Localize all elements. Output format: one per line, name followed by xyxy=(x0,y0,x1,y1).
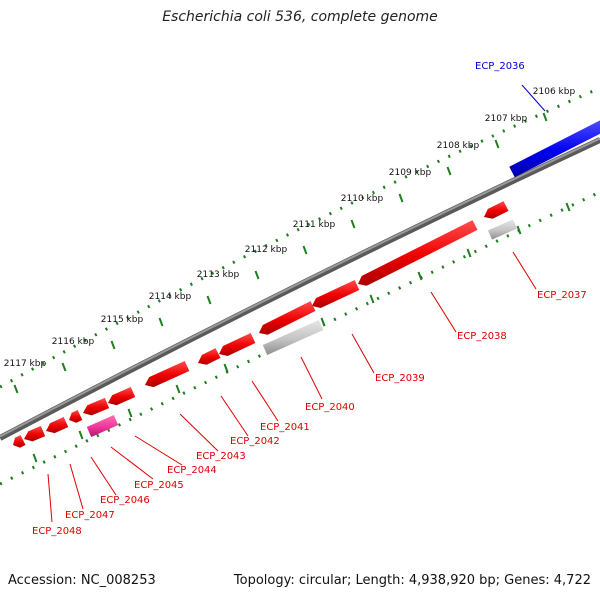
scale-tick xyxy=(206,295,212,305)
scale-tick xyxy=(542,112,548,122)
gene-label-ecp-2045[interactable]: ECP_2045 xyxy=(134,480,184,491)
gene-label-ecp-2038[interactable]: ECP_2038 xyxy=(457,331,507,342)
scale-tick xyxy=(369,294,375,304)
gene-ecp-2040 xyxy=(262,320,324,355)
scale-tick xyxy=(254,270,260,280)
scale-label: 2109 kbp xyxy=(389,168,432,178)
scale-tick xyxy=(516,225,522,235)
scale-tick xyxy=(127,408,133,418)
gene-label-ecp-2043[interactable]: ECP_2043 xyxy=(196,451,246,462)
scale-label: 2107 kbp xyxy=(485,114,528,124)
scale-tick xyxy=(417,271,423,281)
callout-line xyxy=(521,84,546,112)
callout-line xyxy=(220,395,249,437)
callout-line xyxy=(179,413,219,452)
scale-label: 2114 kbp xyxy=(149,292,192,302)
genome-backbone-highlight xyxy=(0,137,600,438)
gene-arrow xyxy=(13,435,26,448)
scale-tick xyxy=(32,453,38,463)
scale-label: 2108 kbp xyxy=(437,141,480,151)
gene-arrow xyxy=(484,201,509,219)
genome-backbone xyxy=(0,137,600,441)
scale-tick xyxy=(158,317,164,327)
gene-label-ecp-2047[interactable]: ECP_2047 xyxy=(65,510,115,521)
gene-arrow xyxy=(219,333,256,356)
gene-arrow xyxy=(198,348,221,365)
gene-ecp-2045 xyxy=(86,415,119,437)
scale-tick xyxy=(61,362,67,372)
gene-label-ecp-2042[interactable]: ECP_2042 xyxy=(230,436,280,447)
gene-arrow xyxy=(259,301,316,335)
gene-label-ecp-2039[interactable]: ECP_2039 xyxy=(375,373,425,384)
scale-tick xyxy=(350,219,356,229)
gene-arrow xyxy=(83,397,110,416)
scale-tick xyxy=(466,248,472,258)
callout-line xyxy=(110,446,154,480)
scale-label: 2113 kbp xyxy=(197,270,240,280)
gene-label-ecp-2040[interactable]: ECP_2040 xyxy=(305,402,355,413)
callout-line xyxy=(512,251,537,290)
scale-label: 2112 kbp xyxy=(245,245,288,255)
scale-label: 2115 kbp xyxy=(101,315,144,325)
scale-label: 2116 kbp xyxy=(52,337,95,347)
callout-line xyxy=(300,356,323,400)
gene-arrow xyxy=(145,361,190,388)
scale-tick xyxy=(13,384,19,394)
callout-line xyxy=(351,333,375,374)
callout-line xyxy=(69,463,84,510)
callout-line xyxy=(430,291,457,333)
callout-line xyxy=(134,435,183,466)
scale-label: 2106 kbp xyxy=(533,87,576,97)
gene-label-ecp-2037[interactable]: ECP_2037 xyxy=(537,290,587,301)
callout-line xyxy=(251,380,279,422)
scale-label: 2117 kbp xyxy=(4,359,47,369)
scale-label: 2110 kbp xyxy=(341,194,384,204)
scale-tick xyxy=(320,317,326,327)
scale-tick xyxy=(446,166,452,176)
gene-label-ecp-2041[interactable]: ECP_2041 xyxy=(260,422,310,433)
gene-ecp-2036 xyxy=(509,120,600,178)
gene-arrow xyxy=(69,410,83,423)
gene-ecp-2037-pseudo xyxy=(488,219,517,240)
callout-line xyxy=(47,473,53,523)
map-title: Escherichia coli 536, complete genome xyxy=(162,9,438,25)
callout-line xyxy=(90,456,117,496)
scale-tick xyxy=(398,193,404,203)
gene-label-ecp-2046[interactable]: ECP_2046 xyxy=(100,495,150,506)
scale-tick xyxy=(302,245,308,255)
scale-tick xyxy=(175,384,181,394)
scale-tick xyxy=(565,202,571,212)
accession-text: Accession: NC_008253 xyxy=(8,573,156,588)
gene-arrow xyxy=(24,425,46,442)
gene-arrow xyxy=(46,417,69,434)
scale-tick xyxy=(223,363,229,373)
scale-label: 2111 kbp xyxy=(293,220,336,230)
gene-label-ecp-2036[interactable]: ECP_2036 xyxy=(475,61,525,72)
gene-label-ecp-2044[interactable]: ECP_2044 xyxy=(167,465,217,476)
topology-text: Topology: circular; Length: 4,938,920 bp… xyxy=(233,573,591,588)
gene-arrow xyxy=(358,220,478,286)
scale-tick xyxy=(78,430,84,440)
scale-tick xyxy=(110,340,116,350)
scale-tick xyxy=(494,139,500,149)
gene-label-ecp-2048[interactable]: ECP_2048 xyxy=(32,526,82,537)
gene-arrow xyxy=(312,280,360,308)
gene-arrow xyxy=(108,387,136,406)
